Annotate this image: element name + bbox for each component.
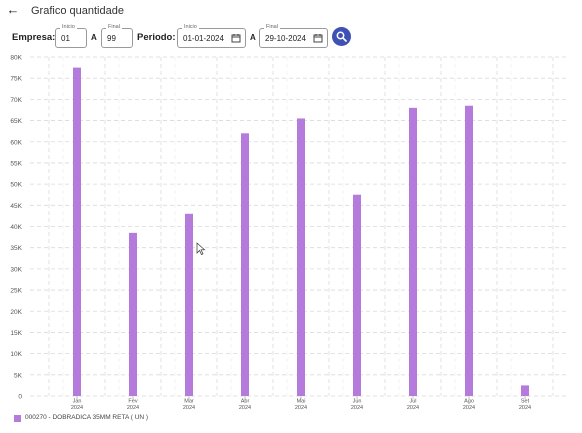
x-tick-label: Set (521, 399, 530, 405)
y-tick-label: 35K (10, 245, 22, 252)
x-tick-year-label: 2024 (407, 405, 419, 411)
top-bar: ← Grafico quantidade (0, 0, 582, 22)
empresa-label: Empresa: (12, 32, 56, 43)
y-tick-label: 40K (10, 224, 22, 231)
bar (521, 385, 529, 396)
empresa-final-field[interactable]: Final 99 (101, 24, 133, 48)
y-tick-label: 5K (14, 372, 23, 379)
x-tick-year-label: 2024 (183, 405, 195, 411)
x-tick-label: Fev (128, 399, 137, 405)
empresa-final-value: 99 (107, 34, 116, 43)
y-tick-label: 0 (18, 394, 22, 401)
x-tick-label: Abr (241, 399, 250, 405)
empresa-inicio-field[interactable]: Inicio 01 (55, 24, 87, 48)
mouse-cursor-icon (196, 242, 206, 255)
periodo-inicio-field[interactable]: Inicio 01-01-2024 (177, 24, 246, 48)
x-tick-label: Mar (184, 399, 194, 405)
bar (185, 213, 193, 396)
y-tick-label: 65K (10, 118, 22, 125)
y-tick-label: 70K (10, 97, 22, 104)
y-tick-label: 30K (10, 266, 22, 273)
periodo-final-field[interactable]: Final 29-10-2024 (259, 24, 328, 48)
periodo-final-legend: Final (264, 24, 280, 31)
y-tick-label: 45K (10, 203, 22, 210)
x-tick-label: Jul (409, 399, 416, 405)
x-tick-year-label: 2024 (351, 405, 363, 411)
page-title: Grafico quantidade (31, 5, 124, 17)
y-tick-label: 80K (10, 55, 22, 62)
bar (73, 67, 81, 396)
bar (409, 107, 417, 396)
y-tick-label: 10K (10, 351, 22, 358)
x-tick-year-label: 2024 (239, 405, 251, 411)
x-tick-label: Jun (353, 399, 362, 405)
bar-chart: 0 5K 10K 15K 20K 25K 30K 35K 40K 45K 50K 55K 60K 65K 7… (0, 50, 582, 433)
x-tick-label: Jan (73, 399, 82, 405)
periodo-inicio-legend: Inicio (182, 24, 199, 31)
x-tick-year-label: 2024 (127, 405, 139, 411)
y-tick-label: 55K (10, 160, 22, 167)
empresa-separator: A (91, 33, 97, 42)
periodo-label: Periodo: (137, 32, 176, 43)
y-tick-label: 20K (10, 309, 22, 316)
calendar-icon[interactable] (313, 33, 323, 43)
x-tick-year-label: 2024 (71, 405, 83, 411)
x-tick-year-label: 2024 (519, 405, 531, 411)
legend-swatch (14, 415, 21, 422)
calendar-icon[interactable] (231, 33, 241, 43)
search-button[interactable] (332, 27, 351, 46)
y-tick-label: 60K (10, 139, 22, 146)
x-tick-label: Ago (464, 399, 474, 405)
arrow-left-icon[interactable]: ← (6, 2, 20, 17)
x-tick-label: Mai (297, 399, 306, 405)
x-tick-year-label: 2024 (295, 405, 307, 411)
search-icon (336, 31, 347, 42)
y-tick-label: 15K (10, 330, 22, 337)
bar (297, 118, 305, 396)
chart-svg: 0 5K 10K 15K 20K 25K 30K 35K 40K 45K 50K 55K 60K 65K 7… (10, 55, 566, 411)
periodo-inicio-value: 01-01-2024 (183, 34, 224, 43)
bar (353, 194, 361, 396)
empresa-final-legend: Final (106, 24, 122, 31)
y-tick-label: 75K (10, 76, 22, 83)
y-tick-label: 50K (10, 182, 22, 189)
bar (129, 232, 137, 396)
empresa-inicio-value: 01 (61, 34, 70, 43)
bar (241, 133, 249, 396)
periodo-final-value: 29-10-2024 (265, 34, 306, 43)
legend-label: 000270 - DOBRADICA 35MM RETA ( UN ) (25, 414, 149, 421)
bar (465, 105, 473, 396)
y-tick-label: 25K (10, 288, 22, 295)
periodo-separator: A (250, 33, 256, 42)
empresa-inicio-legend: Inicio (60, 24, 77, 31)
x-tick-year-label: 2024 (463, 405, 475, 411)
filter-bar: Empresa: Inicio 01 A Final 99 Periodo: I… (0, 24, 582, 50)
